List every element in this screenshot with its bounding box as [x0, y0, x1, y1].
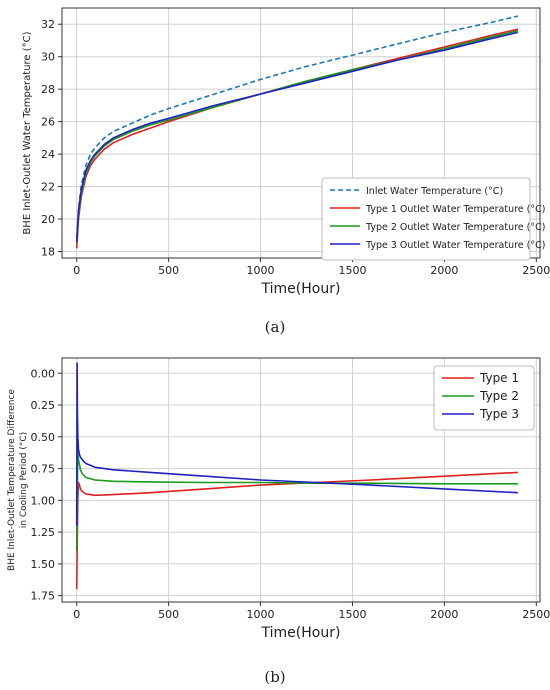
legend-label: Type 1: [479, 371, 519, 385]
x-tick-label: 1000: [247, 264, 275, 277]
y-tick-label: 28: [41, 83, 55, 96]
plot-frame: [61, 357, 541, 603]
panel-caption-a: (a): [264, 318, 286, 336]
x-tick-label: 1500: [338, 608, 366, 621]
legend-label: Type 3 Outlet Water Temperature (°C): [365, 240, 545, 251]
series-line-4: [75, 31, 519, 242]
legend-label: Type 2: [479, 389, 519, 403]
x-tick-label: 1500: [338, 264, 366, 277]
y-tick-label: 22: [41, 181, 55, 194]
y-tick-label: 18: [41, 246, 55, 259]
temperature-difference-chart: 0 500 1000 1500 2000 2500 0.00 0.25 0.50 0.75 1.00…: [7, 357, 550, 641]
y-tick-label: 26: [41, 116, 55, 129]
legend-box: [321, 177, 531, 261]
x-tick-label: 2000: [430, 608, 458, 621]
x-axis-label: Time(Hour): [261, 625, 341, 641]
y-tick-label: 0.00: [31, 367, 56, 380]
legend-label: Inlet Water Temperature (°C): [366, 186, 503, 197]
y-tick-label: 20: [41, 213, 55, 226]
y-tick-label: 32: [41, 18, 55, 31]
y-tick-label: 1.75: [31, 590, 56, 603]
y-tick-label: 0.50: [31, 431, 56, 444]
chart-panel-b: 0 500 1000 1500 2000 2500 0.00 0.25 0.50 0.75 1.00…: [0, 340, 550, 690]
x-tick-label: 0: [73, 264, 80, 277]
panel-caption-b: (b): [264, 668, 286, 686]
x-tick-label: 2500: [522, 264, 550, 277]
chart-panel-a: 0 500 1000 1500 2000 2500 18 20 22 24 26 28 30 32 Time…: [0, 0, 550, 340]
series-line-1: [75, 471, 518, 590]
x-tick-label: 2000: [430, 264, 458, 277]
series-line-3: [75, 362, 518, 526]
x-tick-label: 0: [73, 608, 80, 621]
y-tick-label: 0.75: [31, 463, 56, 476]
y-axis-label: BHE Inlet-Outlet Water Temperature (°C): [22, 31, 33, 234]
x-tick-label: 2500: [522, 608, 550, 621]
y-axis-label: BHE Inlet-Outlet Temperature Difference: [7, 389, 17, 571]
x-tick-label: 500: [158, 264, 179, 277]
temperature-chart: 0 500 1000 1500 2000 2500 18 20 22 24 26 28 30 32 Time…: [22, 7, 550, 297]
plot-frame: [61, 7, 541, 259]
y-tick-label: 1.00: [31, 494, 56, 507]
legend-label: Type 1 Outlet Water Temperature (°C): [365, 204, 545, 215]
legend-label: Type 3: [479, 407, 519, 421]
y-tick-label: 30: [41, 51, 55, 64]
y-axis-label: in Cooling Period (°C): [19, 432, 29, 528]
legend-label: Type 2 Outlet Water Temperature (°C): [365, 222, 545, 233]
x-tick-label: 500: [158, 608, 179, 621]
y-tick-label: 24: [41, 148, 55, 161]
x-tick-label: 1000: [247, 608, 275, 621]
y-tick-label: 1.25: [31, 526, 56, 539]
x-axis-label: Time(Hour): [261, 281, 341, 297]
series-line-1: [75, 15, 519, 239]
y-tick-label: 0.25: [31, 399, 56, 412]
y-tick-label: 1.50: [31, 558, 56, 571]
